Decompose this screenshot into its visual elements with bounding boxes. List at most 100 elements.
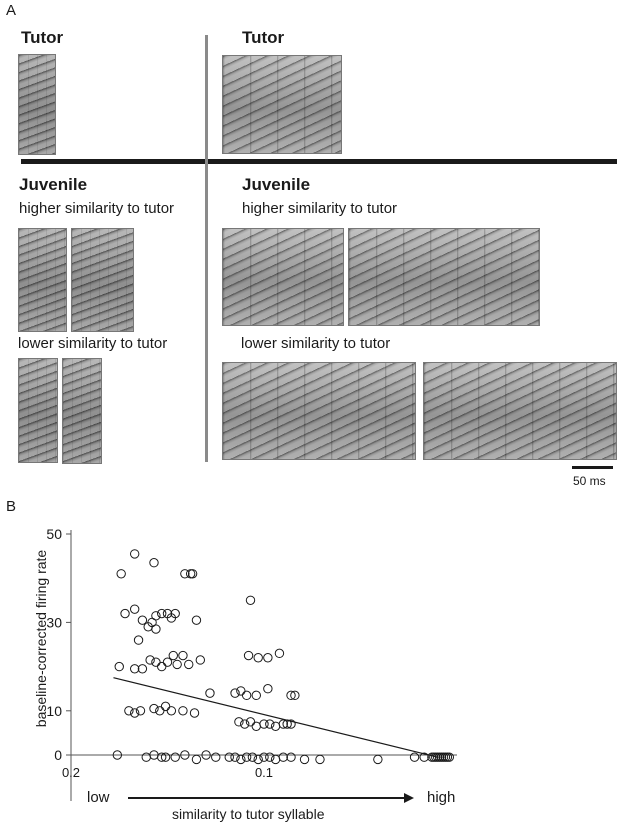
data-point bbox=[172, 659, 182, 670]
data-point bbox=[299, 754, 310, 765]
juvenile-label-left: Juvenile bbox=[19, 175, 88, 194]
vertical-divider bbox=[205, 35, 208, 462]
data-point bbox=[137, 664, 148, 674]
trend-line bbox=[113, 677, 438, 758]
data-point bbox=[129, 708, 140, 718]
data-point bbox=[444, 752, 454, 762]
data-point bbox=[160, 701, 171, 712]
data-point bbox=[270, 721, 281, 731]
data-point bbox=[205, 688, 215, 698]
data-point bbox=[211, 752, 221, 762]
data-point bbox=[157, 608, 167, 619]
y-tick-label: 0 bbox=[54, 747, 62, 763]
data-point bbox=[180, 750, 190, 760]
data-point bbox=[315, 754, 325, 765]
data-point bbox=[160, 752, 171, 762]
data-point bbox=[120, 608, 130, 619]
y-tick-label: 50 bbox=[46, 526, 62, 542]
data-point bbox=[230, 688, 240, 698]
lower-similarity-label-left: lower similarity to tutor bbox=[18, 335, 168, 352]
data-point bbox=[245, 595, 256, 606]
juvenile-low-spectrogram-4 bbox=[423, 362, 617, 460]
data-point bbox=[178, 650, 188, 661]
juvenile-high-spectrogram-2 bbox=[71, 228, 134, 332]
data-point bbox=[114, 661, 124, 672]
panel-b-letter: B bbox=[6, 498, 17, 515]
data-point bbox=[166, 706, 177, 716]
data-point bbox=[201, 750, 211, 760]
data-point bbox=[251, 690, 261, 701]
data-point bbox=[151, 624, 161, 634]
data-point bbox=[151, 611, 161, 621]
data-point bbox=[263, 653, 273, 663]
data-point bbox=[263, 684, 273, 694]
data-point bbox=[137, 615, 148, 625]
data-point bbox=[149, 558, 159, 568]
data-point bbox=[224, 752, 234, 762]
data-point bbox=[195, 655, 206, 665]
data-point bbox=[240, 719, 250, 729]
high-label: high bbox=[427, 789, 456, 806]
data-point bbox=[191, 615, 202, 625]
tutor-spectrogram-left bbox=[18, 54, 56, 155]
data-point bbox=[189, 708, 200, 718]
data-point bbox=[170, 752, 180, 762]
y-tick-label: 10 bbox=[46, 703, 62, 719]
data-point bbox=[129, 664, 140, 674]
data-point bbox=[278, 719, 288, 729]
similarity-arrowhead bbox=[404, 793, 414, 803]
data-point bbox=[135, 706, 146, 716]
juvenile-low-spectrogram-2 bbox=[62, 358, 102, 464]
data-point bbox=[151, 657, 161, 667]
data-point bbox=[133, 635, 144, 645]
lower-similarity-label-right: lower similarity to tutor bbox=[241, 335, 391, 352]
data-point bbox=[290, 690, 300, 701]
data-point bbox=[112, 750, 123, 760]
data-point bbox=[236, 754, 246, 765]
data-point bbox=[170, 608, 180, 619]
juvenile-high-spectrogram-4 bbox=[348, 228, 540, 326]
juvenile-high-spectrogram-3 bbox=[222, 228, 344, 326]
scale-bar-label: 50 ms bbox=[573, 474, 606, 488]
x-tick-label: 0.1 bbox=[255, 765, 273, 780]
data-point bbox=[259, 752, 269, 762]
data-point bbox=[373, 754, 383, 765]
tutor-label-left: Tutor bbox=[21, 28, 64, 47]
data-point bbox=[129, 604, 140, 614]
data-point bbox=[265, 752, 275, 762]
data-point bbox=[155, 706, 165, 716]
data-point bbox=[282, 719, 292, 729]
tutor-spectrogram-right bbox=[222, 55, 342, 154]
juvenile-label-right: Juvenile bbox=[242, 175, 311, 194]
juvenile-high-spectrogram-1 bbox=[18, 228, 67, 332]
data-point bbox=[149, 703, 159, 714]
data-point bbox=[265, 719, 275, 729]
data-point bbox=[259, 719, 269, 729]
data-point bbox=[247, 752, 258, 762]
data-point bbox=[253, 754, 263, 765]
data-point bbox=[251, 721, 261, 731]
juvenile-low-spectrogram-3 bbox=[222, 362, 416, 460]
juvenile-low-spectrogram-1 bbox=[18, 358, 58, 463]
x-axis-title: similarity to tutor syllable bbox=[172, 806, 325, 822]
data-point bbox=[270, 754, 281, 765]
y-axis-label: baseline-corrected firing rate bbox=[33, 550, 49, 728]
data-point bbox=[178, 706, 188, 716]
data-point bbox=[129, 549, 140, 559]
y-tick-label: 30 bbox=[46, 614, 62, 630]
data-point bbox=[245, 717, 256, 727]
data-point bbox=[184, 659, 194, 670]
data-point bbox=[241, 690, 252, 701]
data-point bbox=[241, 752, 252, 762]
data-point bbox=[230, 752, 240, 762]
low-label: low bbox=[87, 789, 110, 806]
data-point bbox=[145, 655, 155, 665]
data-point bbox=[185, 569, 196, 579]
data-point bbox=[253, 653, 263, 663]
data-point bbox=[274, 648, 285, 659]
x-tick-label: 0.2 bbox=[62, 765, 80, 780]
data-point bbox=[234, 717, 244, 727]
data-point bbox=[157, 752, 167, 762]
data-point bbox=[187, 569, 198, 579]
scatter-chart: 0 10 30 50 0.2 0.1 baseline-corrected firing r… bbox=[33, 526, 457, 803]
